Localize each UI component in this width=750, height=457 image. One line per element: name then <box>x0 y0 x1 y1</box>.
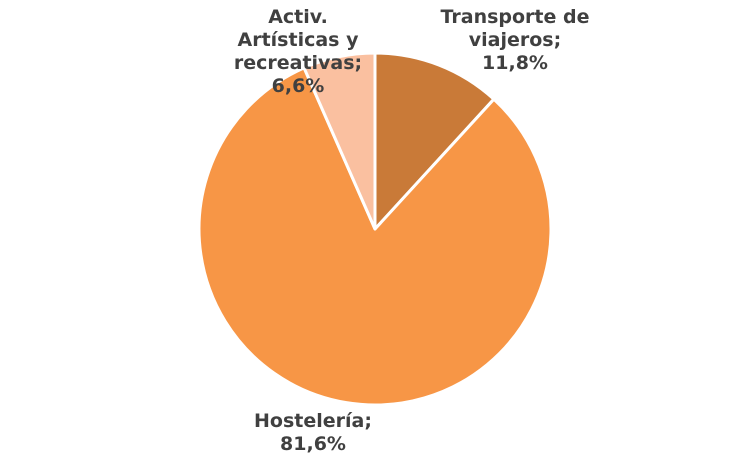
pie-slice-3 <box>302 51 377 231</box>
pie-slice-2 <box>197 66 553 407</box>
data-label-1-line-2: viajeros; <box>469 29 561 51</box>
data-label-1: Transporte de viajeros; 11,8% <box>441 6 590 74</box>
data-label-3: Activ. Artísticas y recreativas; 6,6% <box>234 6 362 97</box>
data-label-3-line-3: recreativas; <box>234 52 362 74</box>
data-label-1-line-3: 11,8% <box>482 52 548 74</box>
data-label-2-line-2: 81,6% <box>280 433 346 455</box>
data-label-3-line-2: Artísticas y <box>238 29 360 51</box>
data-label-2: Hostelería; 81,6% <box>254 410 372 455</box>
pie-data-labels: Transporte de viajeros; 11,8% Hostelería; 81… <box>234 6 590 455</box>
data-label-3-line-1: Activ. <box>268 6 328 28</box>
data-label-3-line-4: 6,6% <box>272 75 325 97</box>
pie-slices <box>197 51 553 407</box>
pie-slice-1 <box>373 51 496 231</box>
data-label-2-line-1: Hostelería; <box>254 410 372 432</box>
data-label-1-line-1: Transporte de <box>441 6 590 28</box>
